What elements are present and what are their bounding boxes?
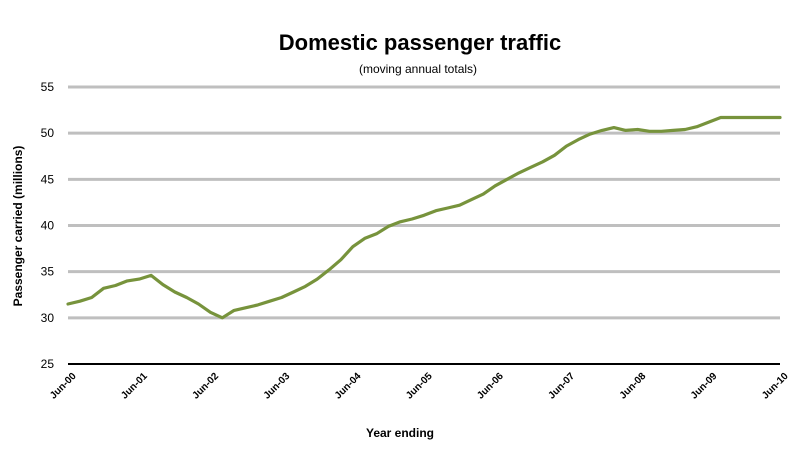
y-axis-title: Passenger carried (millions) (11, 146, 25, 307)
x-tick-label: Jun-05 (404, 371, 435, 402)
y-tick-label: 55 (41, 80, 55, 94)
x-tick-label: Jun-08 (618, 371, 649, 402)
y-tick-label: 45 (41, 172, 55, 186)
x-tick-label: Jun-02 (190, 371, 221, 402)
x-tick-label: Jun-09 (689, 371, 720, 402)
y-tick-label: 40 (41, 219, 55, 233)
chart-title: Domestic passenger traffic (279, 30, 561, 55)
x-tick-label: Jun-03 (262, 371, 293, 402)
x-tick-label: Jun-04 (333, 371, 364, 402)
x-tick-label: Jun-06 (475, 371, 506, 402)
gridlines (68, 85, 780, 365)
x-tick-label: Jun-07 (546, 371, 577, 402)
x-tick-label: Jun-00 (48, 371, 79, 402)
series-layer (66, 115, 782, 320)
x-tick-label: Jun-01 (119, 371, 150, 402)
y-tick-label: 25 (41, 357, 55, 371)
y-tick-label: 50 (41, 126, 55, 140)
x-tick-label: Jun-10 (760, 371, 791, 402)
y-tick-label: 35 (41, 265, 55, 279)
x-axis-title: Year ending (366, 426, 434, 440)
chart-subtitle: (moving annual totals) (359, 62, 477, 76)
series-line (66, 115, 782, 320)
x-tick-labels: Jun-00 Jun-01 Jun-02 Jun-03 Jun-04 Jun-05 Jun-… (48, 371, 791, 402)
y-tick-label: 30 (41, 311, 55, 325)
y-tick-labels: 25 30 35 40 45 50 55 (41, 80, 55, 371)
